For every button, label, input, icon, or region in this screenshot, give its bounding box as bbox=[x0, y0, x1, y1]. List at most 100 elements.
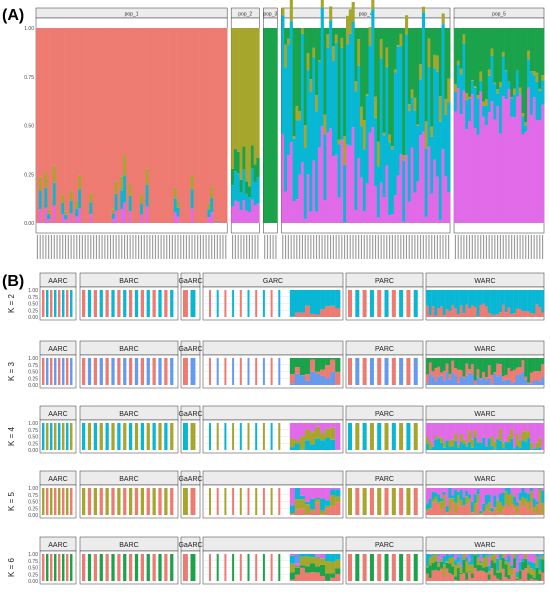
bar-segment bbox=[507, 574, 511, 580]
bar-segment bbox=[451, 554, 455, 558]
bar-segment bbox=[468, 423, 472, 431]
bar-segment bbox=[413, 488, 418, 515]
bar-segment bbox=[46, 554, 49, 581]
bar-segment bbox=[456, 290, 460, 315]
bar-segment bbox=[325, 554, 331, 562]
bar-segment bbox=[499, 423, 503, 429]
bar-segment bbox=[521, 290, 525, 312]
bar-segment bbox=[253, 181, 257, 206]
sample-tick-label bbox=[95, 235, 98, 259]
bar-segment bbox=[535, 371, 539, 381]
panel-b-y-tick-label: 0.00 bbox=[28, 579, 38, 585]
bar-segment bbox=[456, 369, 460, 383]
bar-segment bbox=[445, 309, 449, 317]
bar-segment bbox=[532, 498, 536, 508]
bar-segment bbox=[524, 492, 528, 499]
bar-segment bbox=[470, 28, 475, 81]
bar-segment bbox=[42, 290, 45, 317]
bar-segment bbox=[444, 99, 448, 115]
bar-segment bbox=[247, 423, 250, 450]
bar-segment bbox=[496, 488, 500, 501]
bar-segment bbox=[215, 220, 220, 222]
bar-segment bbox=[434, 561, 438, 570]
sample-tick-label bbox=[372, 235, 374, 259]
bar-segment bbox=[524, 431, 528, 442]
bar-segment bbox=[538, 437, 542, 448]
bar-segment bbox=[470, 305, 474, 317]
bar-segment bbox=[89, 28, 93, 194]
bar-segment bbox=[485, 572, 489, 581]
bar-segment bbox=[507, 367, 511, 380]
bar-segment bbox=[207, 203, 211, 210]
bar-segment bbox=[413, 28, 417, 98]
bar-segment bbox=[535, 120, 539, 223]
bar-segment bbox=[437, 554, 441, 557]
bar-segment bbox=[294, 358, 301, 368]
bar-segment bbox=[289, 563, 296, 573]
bar-segment bbox=[377, 554, 382, 581]
bar-segment bbox=[83, 28, 87, 223]
sample-tick-label bbox=[56, 235, 58, 259]
bar-segment bbox=[129, 290, 133, 317]
sample-tick-label bbox=[45, 235, 47, 259]
bar-segment bbox=[459, 423, 463, 434]
bar-segment bbox=[325, 573, 331, 581]
bar-segment bbox=[390, 214, 395, 223]
bar-segment bbox=[183, 423, 188, 450]
bar-segment bbox=[454, 91, 458, 112]
bar-segment bbox=[334, 154, 338, 223]
bar-segment bbox=[105, 554, 109, 581]
bar-segment bbox=[337, 144, 341, 198]
bar-segment bbox=[284, 191, 288, 223]
bar-segment bbox=[426, 509, 430, 512]
bar-segment bbox=[66, 358, 69, 385]
bar-segment bbox=[487, 28, 491, 70]
bar-segment bbox=[487, 502, 491, 512]
bar-segment bbox=[496, 93, 500, 107]
bar-segment bbox=[434, 569, 438, 581]
bar-segment bbox=[437, 504, 441, 515]
bar-segment bbox=[468, 554, 472, 559]
bar-segment bbox=[278, 358, 281, 385]
bar-segment bbox=[140, 554, 145, 581]
bar-segment bbox=[427, 28, 431, 39]
bar-segment bbox=[473, 384, 477, 385]
bar-segment bbox=[148, 28, 152, 223]
bar-segment bbox=[437, 358, 441, 367]
bar-segment bbox=[524, 441, 528, 450]
sample-tick-label bbox=[293, 235, 295, 259]
bar-segment bbox=[493, 119, 497, 223]
bar-segment bbox=[473, 430, 477, 438]
bar-segment bbox=[365, 183, 369, 223]
bar-segment bbox=[499, 560, 503, 573]
sample-tick-label bbox=[299, 235, 301, 259]
bar-segment bbox=[185, 28, 189, 223]
bar-segment bbox=[62, 358, 65, 385]
sample-tick-label bbox=[50, 235, 53, 259]
bar-segment bbox=[487, 423, 491, 438]
bar-segment bbox=[145, 168, 149, 186]
bar-segment bbox=[348, 9, 352, 34]
bar-segment bbox=[437, 563, 441, 568]
bar-segment bbox=[87, 423, 92, 450]
bar-segment bbox=[289, 555, 296, 564]
bar-segment bbox=[114, 210, 118, 223]
bar-segment bbox=[459, 433, 463, 443]
bar-segment bbox=[355, 423, 360, 450]
bar-segment bbox=[142, 28, 146, 223]
bar-segment bbox=[532, 75, 536, 98]
bar-segment bbox=[524, 488, 528, 493]
bar-segment bbox=[210, 28, 214, 188]
bar-segment bbox=[315, 314, 321, 317]
bar-segment bbox=[493, 358, 497, 373]
bar-segment bbox=[493, 83, 497, 120]
bar-segment bbox=[354, 91, 358, 210]
bar-segment bbox=[207, 217, 211, 223]
bar-segment bbox=[426, 566, 430, 568]
bar-segment bbox=[289, 383, 296, 385]
bar-segment bbox=[529, 28, 534, 72]
bar-segment bbox=[309, 572, 316, 581]
panel-b-y-tick-label: 0.50 bbox=[28, 566, 38, 572]
sample-tick-label bbox=[177, 235, 179, 259]
bar-segment bbox=[499, 81, 503, 87]
